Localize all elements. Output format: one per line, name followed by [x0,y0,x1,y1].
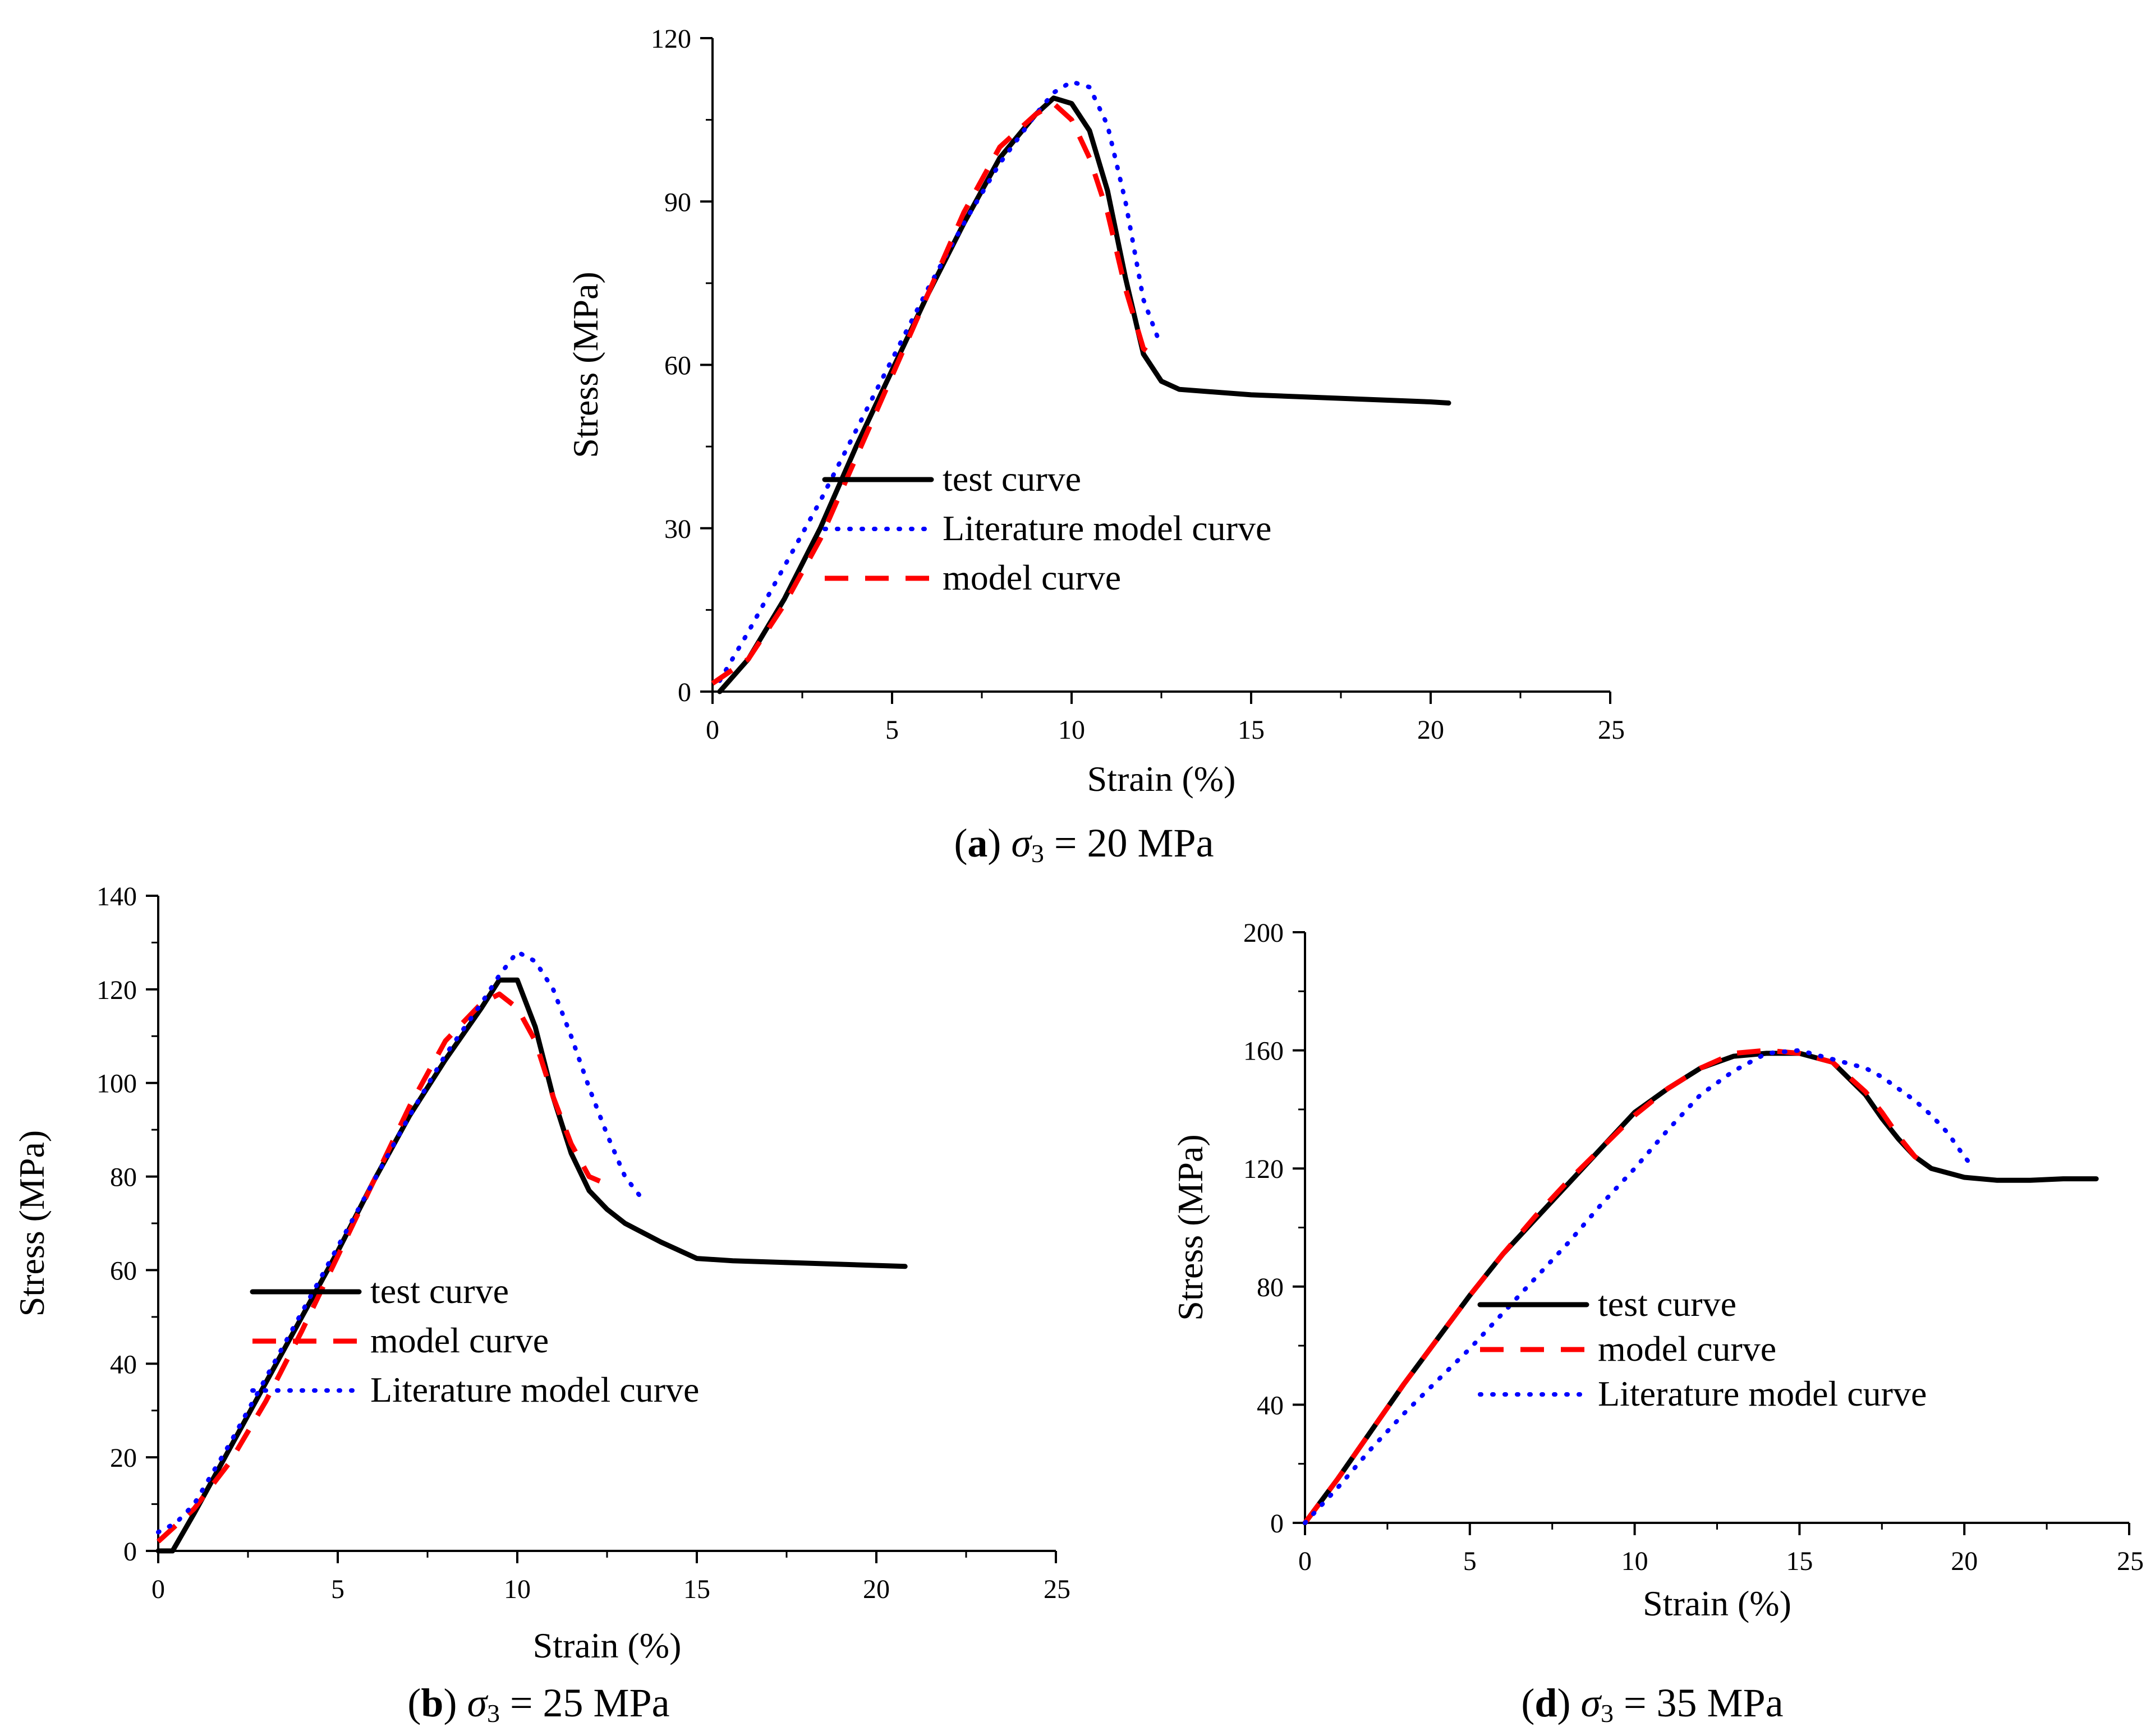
caption-subscript: 3 [1601,1699,1614,1728]
y-tick-label: 120 [651,24,691,54]
panel-caption: (d) σ3 = 35 MPa [1521,1680,1783,1728]
legend-label-test: test curve [1598,1284,1736,1324]
x-tick-label: 5 [1463,1546,1477,1576]
legend-label-test: test curve [370,1271,509,1311]
series-line-model [1303,1048,1930,1525]
legend-label-model: model curve [370,1320,549,1360]
x-axis-title: Strain (%) [533,1626,682,1665]
x-tick-label: 15 [683,1574,710,1604]
y-axis-title: Stress (MPa) [1170,1134,1210,1320]
y-tick-label: 0 [123,1537,137,1567]
panel-caption: (a) σ3 = 20 MPa [954,821,1214,868]
y-tick-label: 120 [96,975,137,1005]
legend-label-model: model curve [1598,1329,1776,1369]
series-line-test [717,95,1451,694]
legend-label-test: test curve [943,459,1081,499]
x-axis-title: Strain (%) [1643,1583,1791,1623]
y-tick-label: 120 [1243,1154,1284,1184]
y-tick-label: 140 [96,882,137,911]
x-tick-label: 20 [863,1574,890,1604]
x-tick-label: 5 [885,715,899,745]
series-line-model [156,991,601,1544]
y-tick-label: 0 [678,678,691,707]
x-tick-label: 5 [331,1574,344,1604]
legend-label-model: model curve [943,558,1121,597]
x-tick-label: 20 [1951,1546,1978,1576]
x-tick-label: 10 [504,1574,531,1604]
caption-value: = 20 MPa [1044,821,1214,865]
y-tick-label: 20 [110,1443,137,1473]
legend-label-literature: Literature model curve [943,508,1271,548]
x-tick-label: 25 [1598,715,1625,745]
y-tick-label: 0 [1270,1509,1284,1539]
x-tick-label: 25 [1044,1574,1070,1604]
y-tick-label: 90 [664,187,691,217]
x-axis-title: Strain (%) [1087,759,1236,799]
x-tick-label: 0 [706,715,719,745]
chart-panel-a: 0 30 60 90 120 0 5 10 15 20 25 Strain (%) Stress (MP… [566,24,1625,868]
y-tick-label: 40 [1257,1390,1284,1420]
y-tick-label: 200 [1243,918,1284,948]
caption-value: = 25 MPa [500,1680,670,1725]
series-line-model [711,101,1152,686]
caption-letter: a [967,821,987,865]
chart-panel-b: 0 20 40 60 80 100 120 140 0 5 10 15 20 25 Strain (%) St… [12,882,1070,1728]
y-tick-label: 60 [664,351,691,381]
panel-caption: (b) σ3 = 25 MPa [407,1680,669,1728]
caption-value: = 35 MPa [1614,1680,1784,1725]
x-tick-label: 0 [1298,1546,1312,1576]
chart-panel-d: 0 40 80 120 160 200 0 5 10 15 20 25 Strain (%) Stress… [1170,918,2144,1728]
y-tick-label: 80 [110,1163,137,1192]
y-axis-title: Stress (MPa) [566,271,605,458]
series-line-test [155,977,908,1554]
legend-label-literature: Literature model curve [370,1370,699,1410]
x-tick-label: 10 [1621,1546,1648,1576]
caption-letter: d [1534,1680,1557,1725]
x-tick-label: 20 [1417,715,1444,745]
x-tick-label: 15 [1786,1546,1813,1576]
y-tick-label: 100 [96,1069,137,1099]
y-tick-label: 40 [110,1350,137,1379]
caption-letter: b [421,1680,443,1725]
x-tick-label: 10 [1058,715,1085,745]
caption-sigma: σ [467,1680,488,1725]
y-tick-label: 80 [1257,1273,1284,1302]
legend-label-literature: Literature model curve [1598,1374,1927,1413]
y-tick-label: 160 [1243,1037,1284,1066]
x-tick-label: 0 [151,1574,165,1604]
x-tick-label: 15 [1238,715,1265,745]
y-axis-title: Stress (MPa) [12,1130,52,1316]
caption-sigma: σ [1580,1680,1602,1725]
caption-subscript: 3 [487,1699,500,1728]
caption-subscript: 3 [1031,839,1044,868]
y-tick-label: 60 [110,1256,137,1286]
series-line-literature [1303,1048,1977,1525]
series-line-literature [156,950,642,1535]
y-tick-label: 30 [664,514,691,544]
caption-sigma: σ [1011,821,1032,865]
x-tick-label: 25 [2117,1546,2144,1576]
